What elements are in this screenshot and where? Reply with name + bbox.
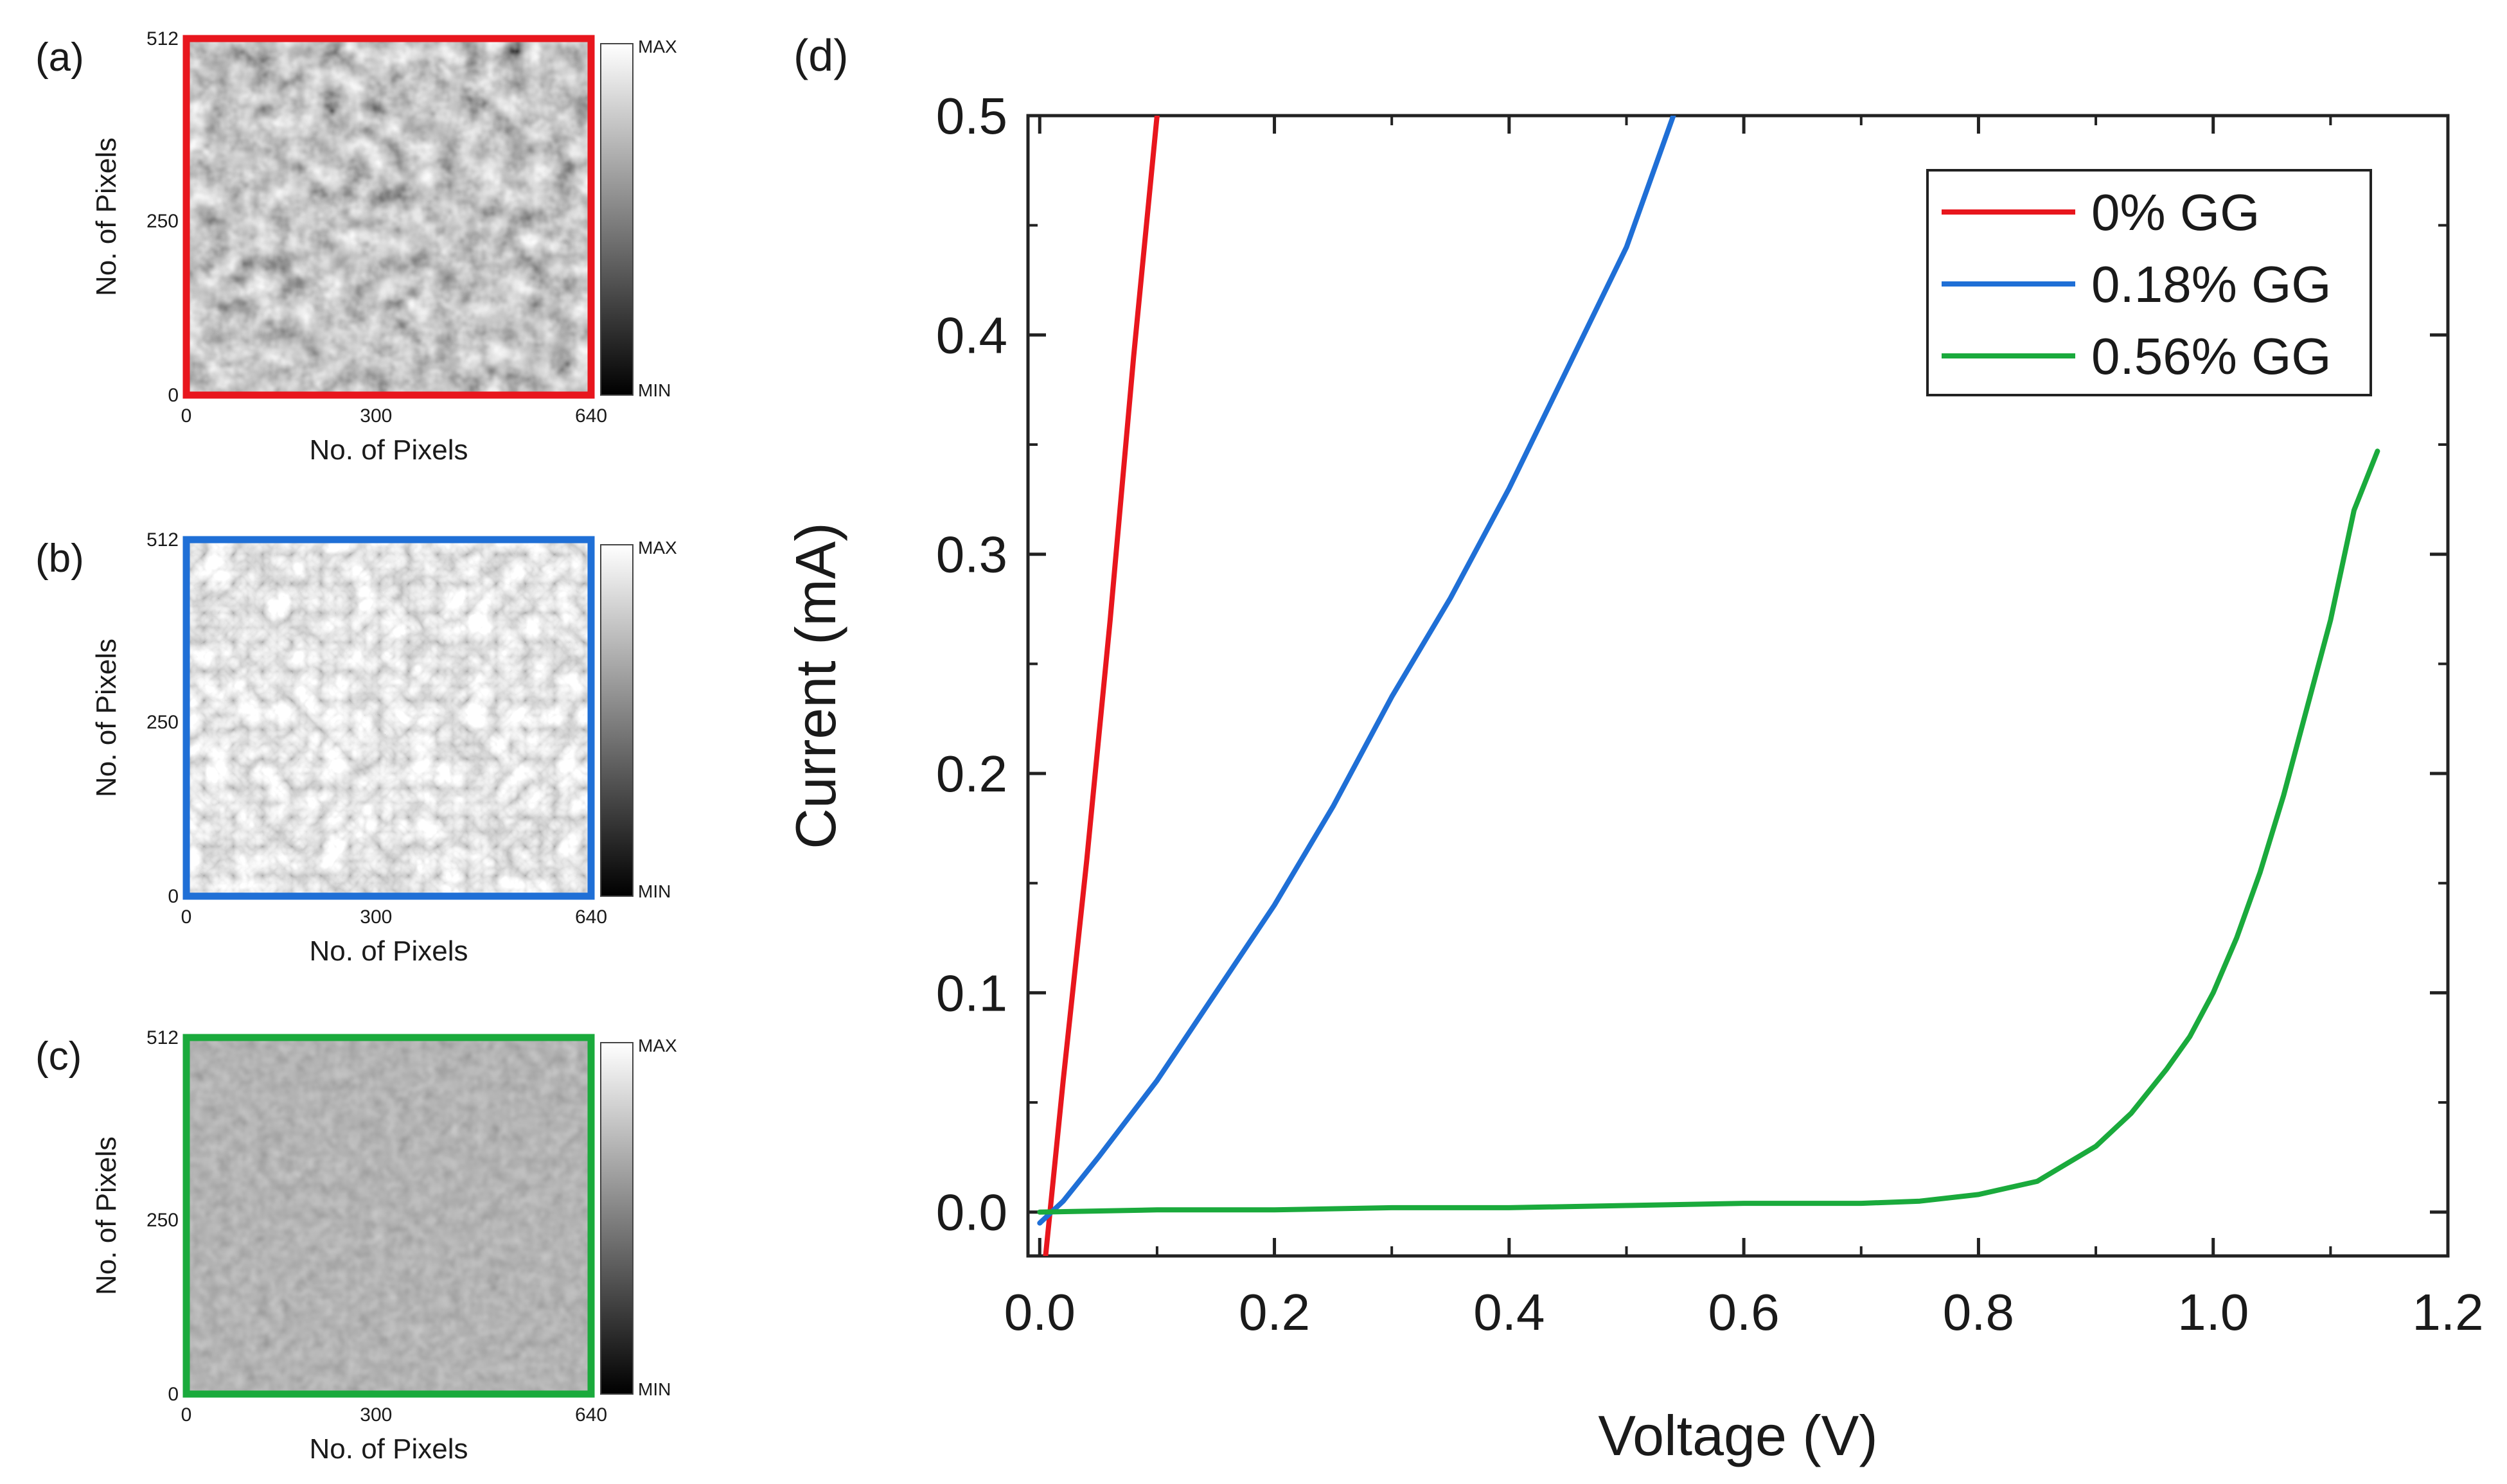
plot-frame bbox=[1026, 114, 2450, 1258]
panel-label: (a) bbox=[35, 35, 84, 80]
x-tick-label: 0.0 bbox=[1004, 1284, 1076, 1341]
y-tick-label: 0.2 bbox=[936, 745, 1007, 802]
y-tick-label: 0.1 bbox=[936, 964, 1007, 1021]
image-border bbox=[182, 536, 595, 900]
panel-a: (a) 0 250 512 0 300 640 No. of Pixels No. of Pix… bbox=[35, 28, 677, 466]
x-axis-label: No. of Pixels bbox=[310, 434, 468, 466]
thermal-image bbox=[186, 1038, 591, 1394]
y-tick-label: 250 bbox=[146, 712, 179, 733]
colorbar bbox=[600, 544, 633, 897]
y-tick-label: 0.4 bbox=[936, 306, 1007, 364]
x-tick-label: 1.0 bbox=[2177, 1284, 2249, 1341]
y-axis-label: No. of Pixels bbox=[91, 137, 122, 296]
x-tick-label: 300 bbox=[360, 906, 392, 928]
colorbar-max-label: MAX bbox=[638, 1036, 677, 1056]
colorbar-max-label: MAX bbox=[638, 538, 677, 558]
y-tick-label: 0.0 bbox=[936, 1184, 1007, 1241]
y-tick-label: 0.5 bbox=[936, 87, 1007, 145]
x-axis-label: No. of Pixels bbox=[310, 1433, 468, 1465]
x-tick-label: 1.2 bbox=[2412, 1284, 2483, 1341]
x-axis-label: No. of Pixels bbox=[310, 935, 468, 967]
x-tick-label: 0 bbox=[181, 405, 192, 427]
x-tick-label: 0.6 bbox=[1708, 1284, 1780, 1341]
x-tick-label: 300 bbox=[360, 1404, 392, 1426]
y-tick-label: 512 bbox=[146, 529, 179, 551]
y-tick-label: 250 bbox=[146, 211, 179, 232]
x-tick-label: 300 bbox=[360, 405, 392, 427]
y-tick-label: 0.3 bbox=[936, 526, 1007, 583]
x-tick-label: 0.2 bbox=[1239, 1284, 1310, 1341]
image-border bbox=[182, 1034, 595, 1398]
x-tick-label: 640 bbox=[575, 405, 607, 427]
x-tick-label: 640 bbox=[575, 1404, 607, 1426]
thermal-image bbox=[186, 39, 591, 395]
legend: 0% GG 0.18% GG 0.56% GG bbox=[1926, 169, 2372, 396]
y-tick-label: 0 bbox=[168, 385, 179, 406]
thermal-image bbox=[186, 540, 591, 896]
panel-label: (b) bbox=[35, 536, 84, 581]
series-line-0 bbox=[1043, 116, 1160, 1256]
colorbar-max-label: MAX bbox=[638, 37, 677, 57]
y-axis-label: No. of Pixels bbox=[91, 639, 122, 797]
y-tick-label: 512 bbox=[146, 28, 179, 49]
colorbar bbox=[600, 43, 633, 396]
y-axis-label: Current (mA) bbox=[784, 522, 847, 849]
image-border bbox=[182, 35, 595, 399]
panel-label: (c) bbox=[35, 1034, 82, 1079]
y-axis-label: No. of Pixels bbox=[91, 1136, 122, 1295]
series-line-2 bbox=[1037, 448, 2380, 1215]
series-line-1 bbox=[1037, 116, 1676, 1226]
legend-label: 0.56% GG bbox=[2091, 328, 2332, 385]
x-tick-label: 0 bbox=[181, 906, 192, 928]
colorbar-min-label: MIN bbox=[638, 1379, 671, 1399]
series-lines bbox=[1037, 116, 2380, 1256]
iv-chart: (d) 0.0 0.1 0.2 0.3 0.4 0.5 0.0 0.2 0.4 0.6 0.8 1.0 1… bbox=[784, 30, 2484, 1467]
colorbar-min-label: MIN bbox=[638, 380, 671, 400]
x-tick-label: 0.4 bbox=[1473, 1284, 1545, 1341]
panel-b: (b) 0 250 512 0 300 640 No. of Pixels No. of Pix… bbox=[35, 529, 677, 967]
y-tick-label: 0 bbox=[168, 886, 179, 907]
x-tick-label: 640 bbox=[575, 906, 607, 928]
legend-label: 0.18% GG bbox=[2091, 256, 2332, 313]
y-tick-label: 0 bbox=[168, 1384, 179, 1405]
x-axis-label: Voltage (V) bbox=[1598, 1404, 1877, 1467]
panel-label-d: (d) bbox=[793, 30, 849, 80]
x-tick-label: 0 bbox=[181, 1404, 192, 1426]
panel-c: (c) 0 250 512 0 300 640 No. of Pixels No. of Pix… bbox=[35, 1027, 677, 1465]
legend-label: 0% GG bbox=[2091, 184, 2260, 241]
image-panels: (a) 0 250 512 0 300 640 No. of Pixels No. of Pix… bbox=[35, 28, 677, 1465]
colorbar-min-label: MIN bbox=[638, 881, 671, 901]
x-tick-label: 0.8 bbox=[1943, 1284, 2014, 1341]
colorbar bbox=[600, 1042, 633, 1395]
y-tick-label: 512 bbox=[146, 1027, 179, 1048]
y-tick-label: 250 bbox=[146, 1210, 179, 1231]
